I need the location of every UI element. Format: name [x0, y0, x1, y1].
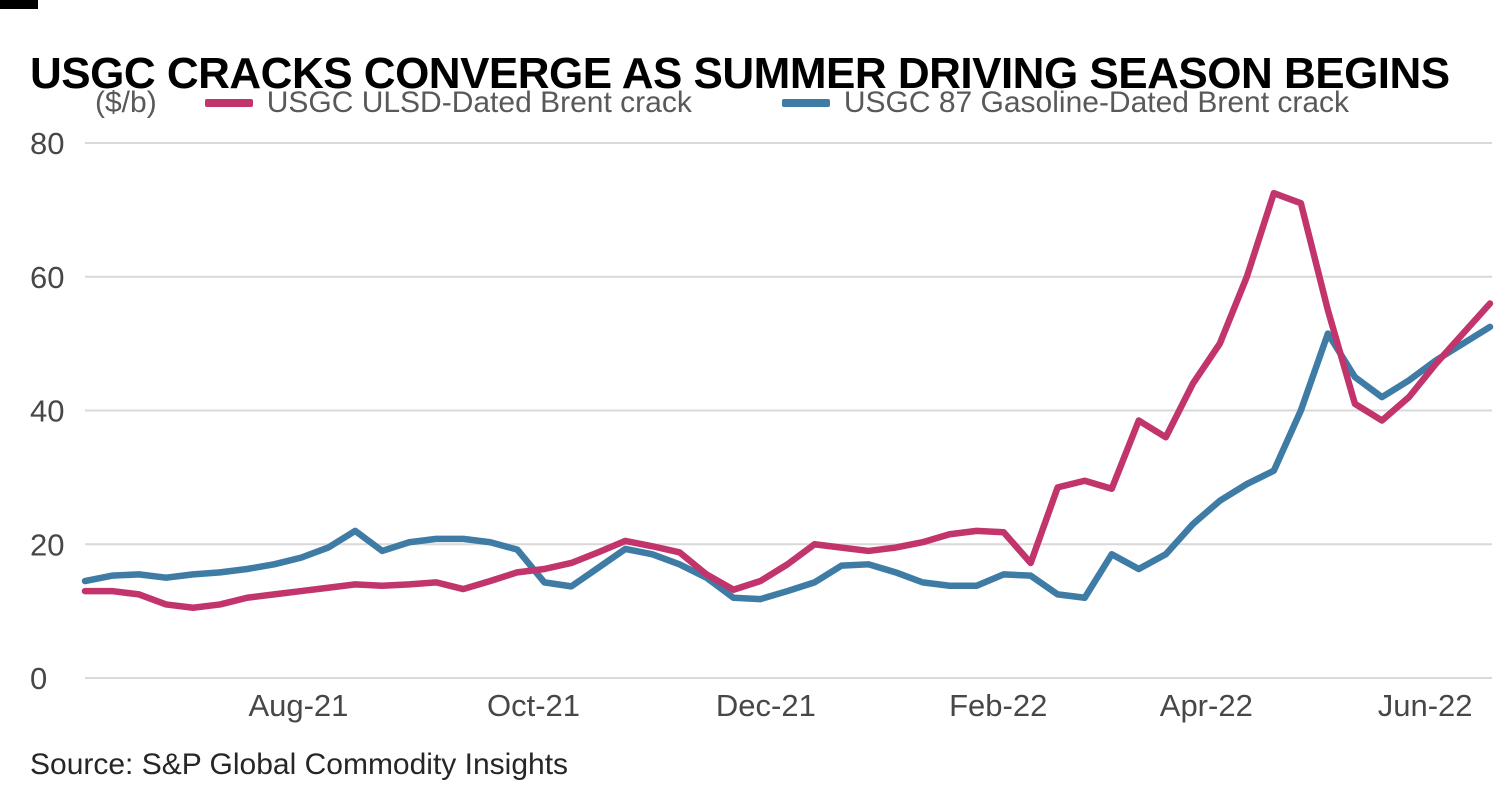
x-tick-label: Oct-21	[487, 688, 580, 723]
x-tick-label: Jun-22	[1378, 688, 1473, 723]
x-tick-label: Aug-21	[248, 688, 348, 723]
y-axis-unit-label: ($/b)	[95, 86, 157, 119]
chart-title: USGC CRACKS CONVERGE AS SUMMER DRIVING S…	[30, 49, 1450, 99]
x-tick-label: Feb-22	[949, 688, 1047, 723]
y-tick-label: 40	[30, 394, 64, 429]
y-tick-label: 60	[30, 260, 64, 295]
ulsd-line-swatch-icon	[204, 99, 253, 107]
x-tick-label: Apr-22	[1160, 688, 1253, 723]
legend-label-ulsd: USGC ULSD-Dated Brent crack	[266, 86, 692, 119]
y-tick-label: 20	[30, 527, 64, 562]
y-tick-label: 80	[30, 126, 64, 161]
brand-corner-mark	[0, 0, 38, 9]
series-line-0	[81, 189, 1494, 612]
legend-item-ulsd: USGC ULSD-Dated Brent crack	[204, 86, 692, 120]
legend-label-gasoline: USGC 87 Gasoline-Dated Brent crack	[843, 86, 1350, 119]
legend-item-gasoline: USGC 87 Gasoline-Dated Brent crack	[781, 86, 1350, 120]
source-attribution: Source: S&P Global Commodity Insights	[30, 748, 569, 781]
y-tick-label: 0	[30, 661, 47, 696]
series-line-1	[81, 323, 1494, 603]
gasoline-line-swatch-icon	[781, 99, 830, 107]
x-tick-label: Dec-21	[716, 688, 816, 723]
chart-legend: ($/b) USGC ULSD-Dated Brent crack USGC 8…	[95, 86, 1439, 120]
